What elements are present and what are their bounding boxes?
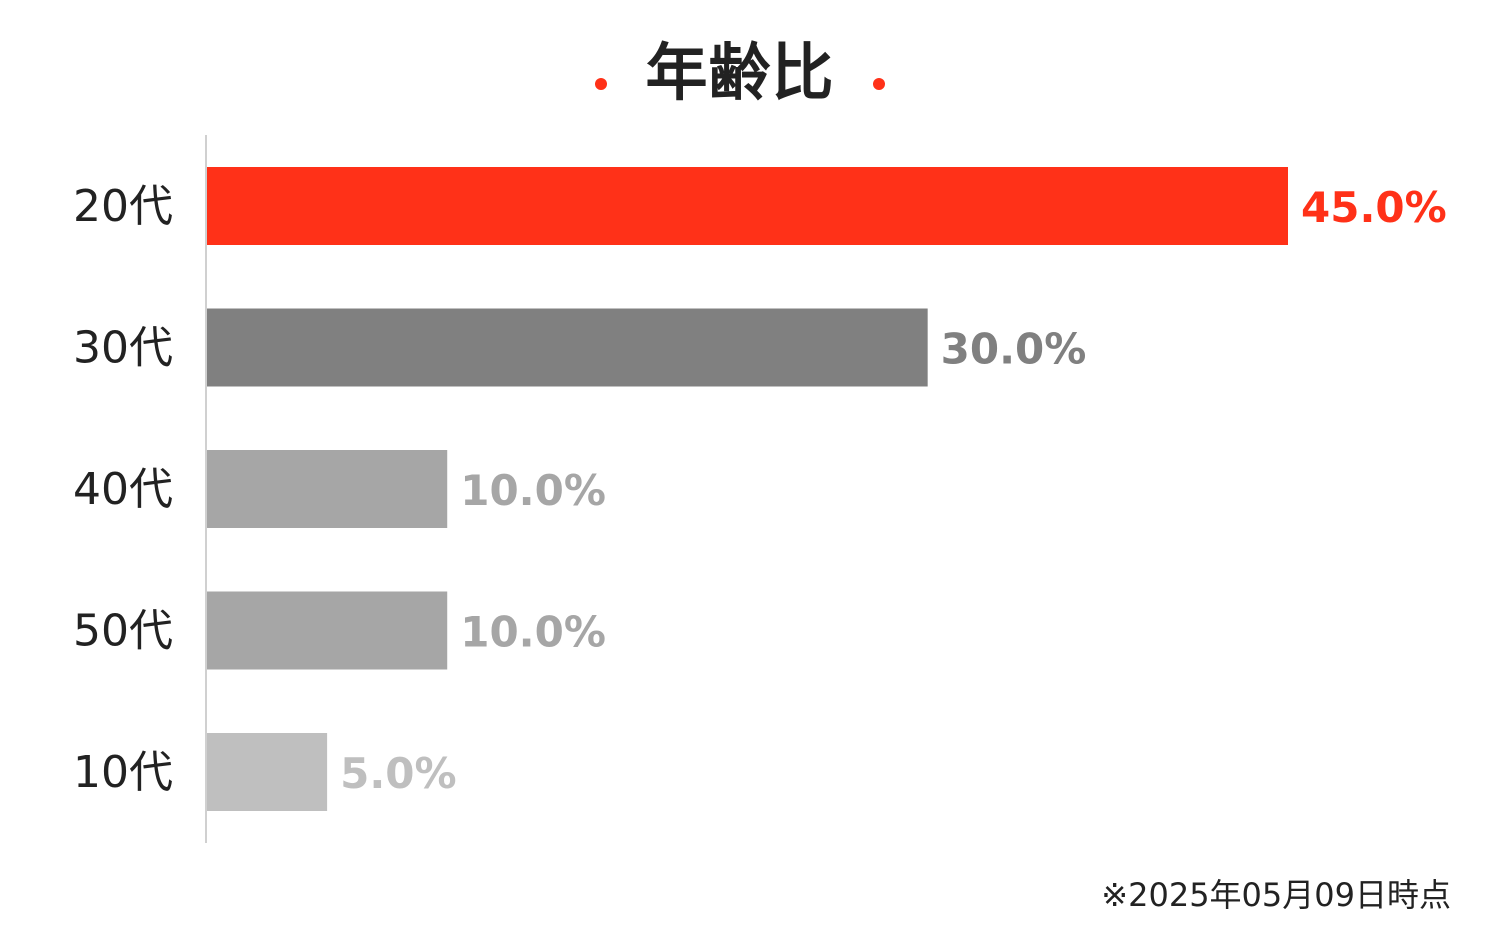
category-label: 10代	[73, 747, 173, 798]
value-label: 10.0%	[460, 608, 606, 657]
category-label: 50代	[73, 606, 173, 657]
value-label: 10.0%	[460, 466, 606, 515]
title-dot-right	[872, 77, 885, 90]
chart-title: 年齢比	[645, 36, 835, 109]
bar-50代	[207, 591, 448, 670]
bar-30代	[207, 308, 928, 387]
category-label: 40代	[73, 464, 173, 515]
bar-40代	[207, 450, 448, 528]
value-label: 30.0%	[941, 325, 1087, 374]
value-label: 5.0%	[340, 749, 456, 798]
category-label: 30代	[73, 323, 173, 374]
title-dot-left	[595, 77, 608, 90]
bar-10代	[207, 733, 328, 811]
bar-20代	[207, 167, 1288, 245]
chart-title-wrap: 年齢比	[0, 22, 1480, 112]
footnote: ※2025年05月09日時点	[1101, 876, 1451, 914]
value-label: 45.0%	[1301, 183, 1447, 232]
category-label: 20代	[73, 181, 173, 232]
